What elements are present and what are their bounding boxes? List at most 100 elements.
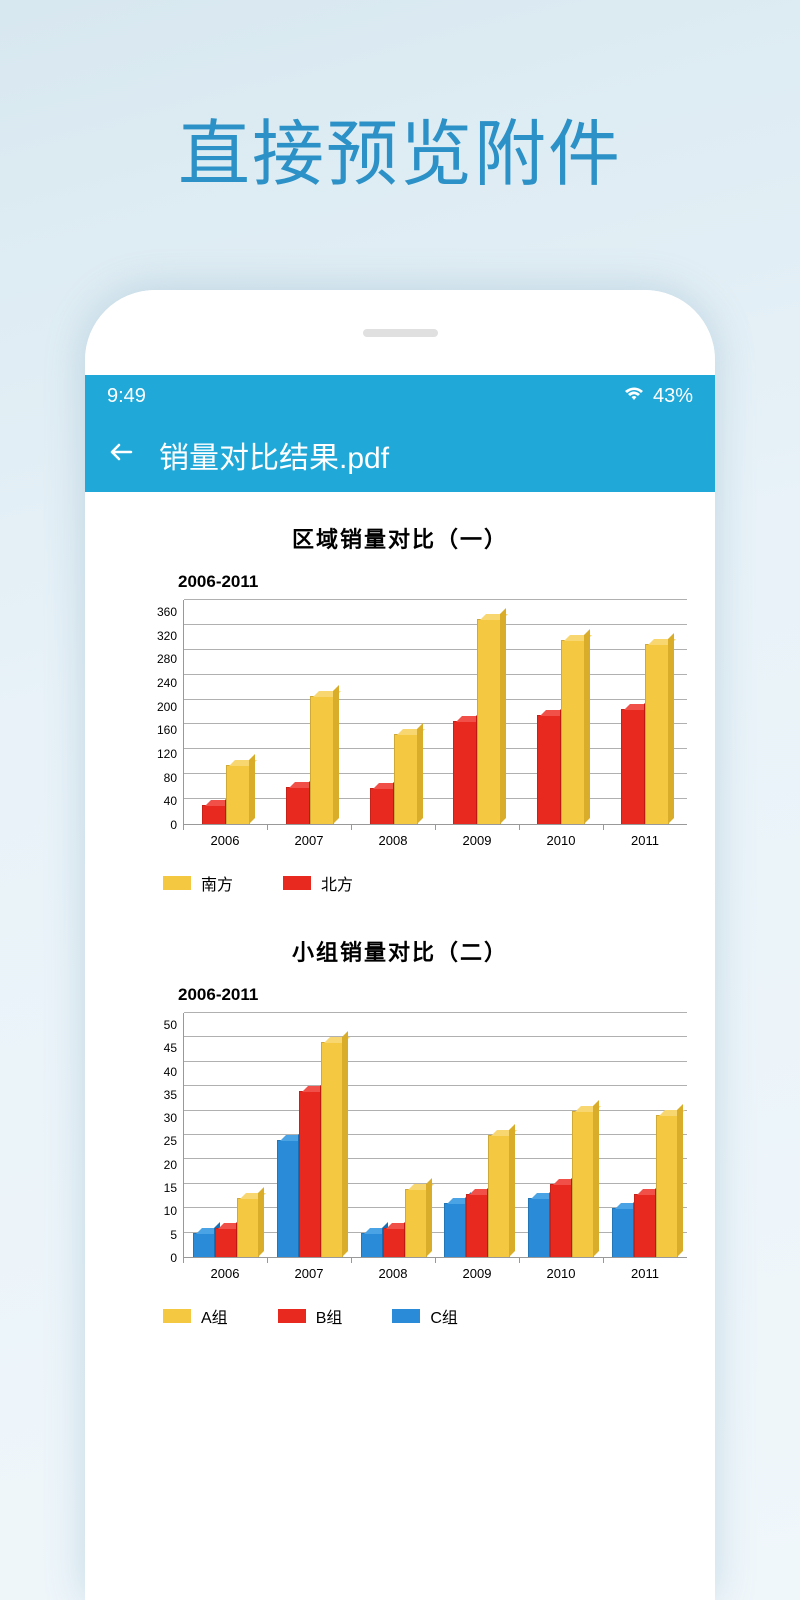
y-tick: 50: [145, 1019, 177, 1031]
bar-group: [370, 600, 418, 824]
bar: [277, 1140, 299, 1257]
bar: [528, 1198, 550, 1257]
legend-swatch: [163, 876, 191, 890]
y-tick: 40: [145, 1066, 177, 1078]
y-tick: 320: [145, 630, 177, 642]
bar: [612, 1208, 634, 1257]
pdf-content[interactable]: 区域销量对比（一） 2006-2011 36032028024020016012…: [85, 492, 715, 1398]
bar-group: [453, 600, 501, 824]
legend-item: A组: [163, 1304, 228, 1328]
app-bar: 销量对比结果.pdf: [85, 417, 715, 492]
bar: [453, 721, 477, 824]
app-title: 销量对比结果.pdf: [159, 433, 389, 477]
bar: [215, 1228, 237, 1257]
x-tick: 2007: [267, 1260, 351, 1288]
bar-group: [202, 600, 250, 824]
y-tick: 30: [145, 1112, 177, 1124]
chart1-legend: 南方 北方: [163, 871, 697, 895]
phone-notch: [85, 290, 715, 375]
chart2-section: 小组销量对比（二） 2006-2011 50454035302520151050…: [103, 935, 697, 1328]
bar: [537, 715, 561, 824]
bar: [370, 788, 394, 824]
bar: [656, 1115, 678, 1257]
bar-group: [612, 1013, 678, 1257]
y-tick: 200: [145, 701, 177, 713]
back-icon[interactable]: [105, 436, 137, 473]
legend-swatch: [283, 876, 311, 890]
y-tick: 160: [145, 724, 177, 736]
chart1-bars: [184, 600, 687, 824]
y-tick: 0: [145, 1252, 177, 1264]
x-tick: 2010: [519, 1260, 603, 1288]
y-tick: 240: [145, 677, 177, 689]
y-tick: 120: [145, 748, 177, 760]
chart2-x-axis: 200620072008200920102011: [183, 1260, 687, 1288]
bar: [621, 709, 645, 824]
y-tick: 10: [145, 1205, 177, 1217]
wifi-icon: [623, 385, 645, 408]
chart2-legend: A组 B组 C组: [163, 1304, 697, 1328]
chart1-title: 区域销量对比（一）: [103, 522, 697, 554]
x-tick: 2010: [519, 827, 603, 855]
legend-swatch: [278, 1309, 306, 1323]
bar-group: [537, 600, 585, 824]
legend-item: 北方: [283, 871, 353, 895]
bar: [466, 1194, 488, 1257]
y-tick: 280: [145, 653, 177, 665]
y-tick: 15: [145, 1182, 177, 1194]
promo-title: 直接预览附件: [0, 0, 800, 200]
bar: [561, 640, 585, 824]
phone-speaker: [363, 329, 438, 337]
legend-label: 北方: [321, 871, 353, 895]
legend-swatch: [392, 1309, 420, 1323]
bar-group: [193, 1013, 259, 1257]
legend-label: 南方: [201, 871, 233, 895]
legend-label: A组: [201, 1304, 228, 1328]
bar: [572, 1111, 594, 1257]
legend-item: B组: [278, 1304, 343, 1328]
y-tick: 0: [145, 819, 177, 831]
x-tick: 2008: [351, 1260, 435, 1288]
bar: [299, 1091, 321, 1257]
chart2-y-axis: 50454035302520151050: [145, 1013, 177, 1258]
chart2-box: 50454035302520151050 2006200720082009201…: [145, 1013, 687, 1288]
bar: [226, 765, 250, 824]
bar: [361, 1233, 383, 1257]
bar-group: [277, 1013, 343, 1257]
y-tick: 5: [145, 1229, 177, 1241]
chart2-bars: [184, 1013, 687, 1257]
bar: [405, 1189, 427, 1257]
status-right: 43%: [623, 385, 693, 408]
y-tick: 40: [145, 795, 177, 807]
bar: [477, 619, 501, 824]
bar: [394, 734, 418, 824]
bar: [383, 1228, 405, 1257]
chart2-subtitle: 2006-2011: [178, 985, 697, 1005]
x-tick: 2008: [351, 827, 435, 855]
bar: [645, 644, 669, 824]
chart1-box: 36032028024020016012080400 2006200720082…: [145, 600, 687, 855]
x-tick: 2011: [603, 827, 687, 855]
x-tick: 2006: [183, 827, 267, 855]
bar: [634, 1194, 656, 1257]
bar-group: [444, 1013, 510, 1257]
legend-label: C组: [430, 1304, 458, 1328]
bar: [444, 1203, 466, 1257]
chart2-plot: [183, 1013, 687, 1258]
x-tick: 2006: [183, 1260, 267, 1288]
y-tick: 25: [145, 1135, 177, 1147]
bar-group: [621, 600, 669, 824]
chart1-section: 区域销量对比（一） 2006-2011 36032028024020016012…: [103, 522, 697, 895]
chart1-subtitle: 2006-2011: [178, 572, 697, 592]
status-bar: 9:49 43%: [85, 375, 715, 417]
y-tick: 80: [145, 772, 177, 784]
bar: [237, 1198, 259, 1257]
bar: [321, 1042, 343, 1257]
chart1-x-axis: 200620072008200920102011: [183, 827, 687, 855]
bar-group: [286, 600, 334, 824]
chart1-plot: [183, 600, 687, 825]
y-tick: 20: [145, 1159, 177, 1171]
bar: [286, 787, 310, 824]
bar: [550, 1184, 572, 1257]
x-tick: 2009: [435, 1260, 519, 1288]
